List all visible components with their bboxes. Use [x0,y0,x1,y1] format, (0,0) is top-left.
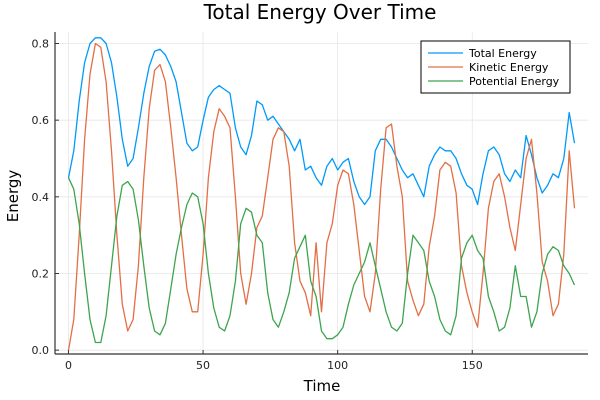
x-tick-label: 0 [65,359,72,372]
y-tick-label: 0.2 [32,268,50,281]
y-tick-label: 0.8 [32,38,50,51]
legend-label-total-energy: Total Energy [468,47,537,60]
series [67,37,576,351]
series-line-kinetic-energy [67,42,576,351]
x-tick-label: 50 [196,359,210,372]
y-tick-label: 0.4 [32,191,50,204]
series-line-potential-energy [67,177,576,344]
x-tick-label: 150 [462,359,483,372]
legend-label-kinetic-energy: Kinetic Energy [469,61,549,74]
legend-entry-kinetic-energy: Kinetic Energy [428,61,549,74]
x-axis-title: Time [303,377,341,395]
y-axis-title: Energy [4,170,22,223]
axes [54,32,588,355]
series-line-total-energy [67,37,576,206]
ticks: 0 50 100 150 0.0 0.2 0.4 0.6 0.8 [32,38,483,373]
legend: Total Energy Kinetic Energy Potential En… [420,40,571,94]
y-tick-label: 0.6 [32,114,50,127]
y-tick-label: 0.0 [32,344,50,357]
chart-title: Total Energy Over Time [203,0,437,24]
x-tick-label: 100 [327,359,348,372]
legend-entry-potential-energy: Potential Energy [428,75,560,88]
legend-label-potential-energy: Potential Energy [469,75,560,88]
legend-entry-total-energy: Total Energy [428,47,537,60]
